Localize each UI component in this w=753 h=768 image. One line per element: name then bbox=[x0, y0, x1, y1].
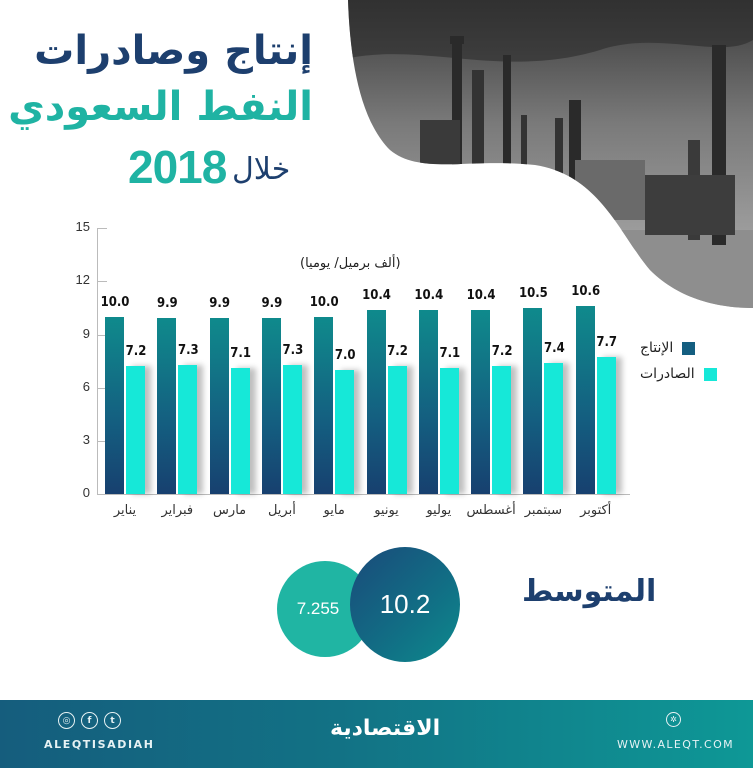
exports-bar bbox=[178, 364, 198, 494]
month-label: يوليو bbox=[426, 503, 452, 518]
twitter-icon[interactable]: t bbox=[104, 712, 121, 729]
legend-label: الصادرات bbox=[640, 366, 695, 382]
production-value-label: 10.4 bbox=[414, 287, 444, 303]
globe-icon: ✲ bbox=[666, 712, 681, 727]
exports-value-label: 7.1 bbox=[230, 346, 251, 362]
y-tick-label: 6 bbox=[82, 379, 90, 394]
website-link[interactable]: WWW.ALEQT.COM bbox=[617, 738, 735, 751]
social-links: ◎ f t bbox=[58, 712, 121, 729]
exports-bar bbox=[387, 366, 407, 494]
y-tick bbox=[97, 441, 107, 442]
production-value-label: 9.9 bbox=[261, 296, 283, 312]
exports-bar bbox=[335, 369, 355, 494]
production-value-label: 9.9 bbox=[156, 296, 178, 312]
exports-value-label: 7.2 bbox=[125, 344, 147, 360]
production-bar bbox=[366, 309, 386, 494]
y-tick-label: 15 bbox=[75, 219, 90, 234]
month-label: فبراير bbox=[161, 503, 194, 518]
legend: الإنتاج الصادرات bbox=[640, 335, 717, 387]
production-value-label: 9.9 bbox=[209, 296, 230, 312]
production-value-label: 10.5 bbox=[518, 285, 548, 301]
title-line-1: إنتاج وصادرات bbox=[34, 28, 313, 74]
legend-item-exports: الصادرات bbox=[640, 361, 717, 387]
production-value-label: 10.0 bbox=[100, 294, 130, 310]
y-tick bbox=[97, 228, 107, 229]
month-label: مارس bbox=[213, 503, 247, 518]
x-axis bbox=[97, 494, 630, 495]
average-label: المتوسط bbox=[522, 574, 657, 609]
exports-bar bbox=[544, 362, 564, 494]
exports-bar bbox=[492, 366, 512, 494]
legend-item-production: الإنتاج bbox=[640, 335, 717, 361]
y-tick-label: 0 bbox=[82, 485, 90, 500]
production-swatch bbox=[682, 341, 696, 355]
production-bar bbox=[523, 307, 543, 494]
exports-value-label: 7.2 bbox=[387, 344, 408, 360]
footer: ◎ f t ALEQTISADIAH الاقتصادية ✲ WWW.ALEQ… bbox=[0, 700, 753, 768]
exports-value-label: 7.4 bbox=[544, 340, 565, 356]
production-bar bbox=[471, 309, 491, 494]
month-label: مايو bbox=[323, 503, 345, 518]
y-tick bbox=[97, 281, 107, 282]
facebook-icon[interactable]: f bbox=[81, 712, 98, 729]
title-line-2: النفط السعودي bbox=[8, 84, 313, 130]
exports-bar bbox=[282, 364, 302, 494]
month-label: يونيو bbox=[374, 503, 399, 518]
month-label: أكتوبر bbox=[580, 503, 612, 518]
avg-production-value: 10.2 bbox=[379, 589, 431, 619]
exports-bar bbox=[126, 366, 145, 494]
production-value-label: 10.4 bbox=[362, 287, 391, 303]
exports-value-label: 7.7 bbox=[596, 335, 618, 351]
refinery-photo bbox=[340, 0, 753, 310]
production-bar bbox=[261, 318, 281, 494]
title-year: 2018 bbox=[128, 141, 227, 193]
brand-logo: الاقتصادية bbox=[330, 716, 441, 741]
production-bar bbox=[418, 309, 438, 494]
exports-bar bbox=[439, 368, 459, 494]
unit-label: (ألف برميل/ يوميا) bbox=[300, 256, 401, 271]
production-bar bbox=[314, 316, 334, 494]
production-bar bbox=[209, 318, 229, 494]
y-tick bbox=[97, 494, 107, 495]
exports-bar bbox=[596, 357, 616, 494]
production-bar bbox=[105, 316, 124, 494]
social-handle[interactable]: ALEQTISADIAH bbox=[44, 738, 155, 751]
y-tick-label: 12 bbox=[75, 272, 90, 287]
month-label: أبريل bbox=[267, 503, 296, 518]
month-label: يناير bbox=[113, 503, 137, 518]
production-bar bbox=[575, 306, 595, 494]
production-bar bbox=[157, 318, 177, 494]
exports-bar bbox=[230, 368, 250, 494]
avg-production-circle: 10.2 bbox=[350, 547, 460, 662]
production-value-label: 10.6 bbox=[571, 284, 601, 300]
exports-swatch bbox=[703, 367, 717, 381]
y-axis bbox=[97, 228, 98, 495]
instagram-icon[interactable]: ◎ bbox=[58, 712, 75, 729]
y-tick bbox=[97, 388, 107, 389]
title-during: خلال bbox=[232, 152, 291, 187]
exports-value-label: 7.3 bbox=[282, 342, 304, 358]
y-tick-label: 9 bbox=[82, 326, 90, 341]
exports-value-label: 7.3 bbox=[177, 342, 199, 358]
exports-value-label: 7.2 bbox=[491, 344, 513, 360]
production-value-label: 10.4 bbox=[466, 287, 496, 303]
month-label: سبتمبر bbox=[524, 503, 563, 518]
exports-value-label: 7.0 bbox=[334, 347, 356, 363]
avg-exports-value: 7.255 bbox=[296, 599, 340, 618]
production-value-label: 10.0 bbox=[309, 294, 339, 310]
y-tick bbox=[97, 335, 107, 336]
exports-value-label: 7.1 bbox=[439, 346, 461, 362]
legend-label: الإنتاج bbox=[640, 340, 674, 356]
month-label: أغسطس bbox=[466, 503, 516, 518]
y-tick-label: 3 bbox=[82, 432, 90, 447]
